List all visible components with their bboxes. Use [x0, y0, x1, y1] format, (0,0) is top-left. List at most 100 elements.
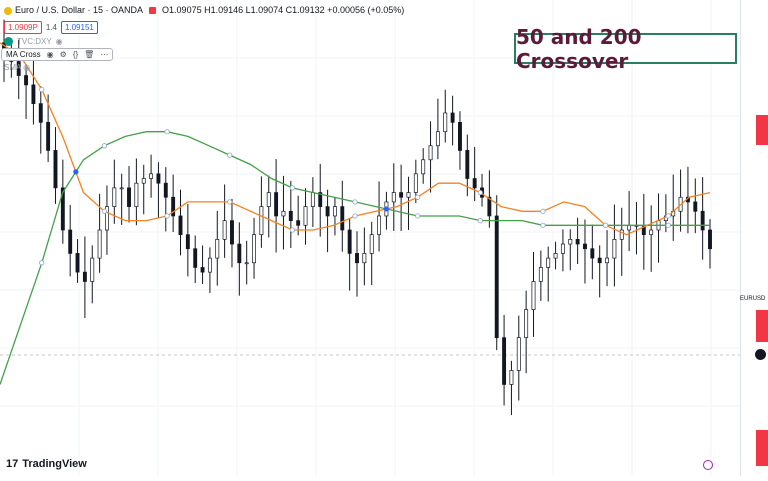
buy-button[interactable]: 1.09151 — [60, 21, 98, 34]
candle-body — [281, 210, 286, 217]
candle-body — [391, 192, 396, 203]
line-marker — [227, 152, 233, 158]
tradingview-mark-icon: 17 — [6, 458, 19, 470]
candle-body — [171, 196, 176, 217]
candle-body — [605, 257, 609, 264]
ma-cross-legend[interactable]: MA Cross ◉ ⚙ {} 🗑 ⋯ — [1, 48, 114, 61]
chart-grid — [0, 0, 740, 476]
market-status-icon — [149, 6, 157, 14]
candle-body — [472, 178, 477, 189]
line-marker — [352, 213, 358, 219]
candle-body — [347, 229, 352, 254]
chart-title: 50 and 200 Crossover — [516, 24, 642, 73]
candle-body — [693, 201, 698, 212]
candle-body — [458, 121, 462, 151]
candle-body — [97, 229, 102, 259]
candle-body — [546, 257, 551, 268]
sma-200-line — [0, 131, 710, 385]
candle-body — [207, 257, 212, 273]
line-marker — [665, 222, 671, 228]
eye-icon[interactable]: ◉ — [55, 37, 63, 46]
symbol-tag: EURUSD — [740, 296, 766, 302]
candle-body — [355, 253, 359, 264]
ma-cross-label: MA Cross — [6, 50, 41, 59]
candle-body — [377, 215, 382, 236]
candle-body — [185, 234, 190, 250]
line-marker — [39, 260, 45, 266]
candle-body — [53, 150, 58, 189]
candle-body — [700, 210, 705, 231]
line-marker — [289, 185, 295, 191]
ohlc-values: O1.09075 H1.09146 L1.09074 C1.09132 +0.0… — [162, 5, 405, 15]
line-marker — [227, 199, 233, 205]
line-marker — [415, 213, 421, 219]
candle-body — [16, 61, 21, 76]
eye-icon[interactable]: ◉ — [46, 50, 54, 59]
candle-body — [413, 173, 418, 193]
candle-body — [612, 239, 617, 259]
line-marker — [477, 189, 483, 196]
price-chart[interactable] — [0, 0, 740, 476]
candle-body — [340, 206, 345, 231]
source-code-icon[interactable]: {} — [72, 50, 79, 59]
candle-body — [105, 206, 109, 231]
crossover-point — [383, 206, 389, 212]
chart-area[interactable] — [0, 0, 740, 476]
candle-body — [60, 187, 65, 231]
candle-body — [296, 220, 301, 226]
candles-group — [2, 19, 712, 416]
candle-body — [332, 206, 337, 217]
candle-body — [252, 234, 256, 264]
candle-body — [575, 239, 580, 245]
price-scale[interactable] — [740, 0, 768, 476]
candle-body — [193, 248, 198, 268]
candle-body — [112, 187, 117, 207]
candle-body — [568, 239, 573, 245]
candle-body — [163, 182, 168, 198]
candle-body — [450, 112, 455, 123]
candle-body — [119, 187, 124, 190]
candle-body — [90, 257, 95, 282]
candle-body — [68, 229, 73, 254]
line-marker — [540, 208, 546, 214]
candle-body — [303, 206, 308, 226]
line-marker — [39, 86, 45, 93]
indicator-toggle-icon[interactable] — [703, 460, 713, 470]
candle-body — [627, 224, 632, 231]
candle-body — [274, 192, 279, 217]
candle-body — [127, 187, 131, 207]
sma-legend[interactable]: SMA ◉ — [4, 63, 30, 72]
candle-body — [156, 173, 161, 184]
candle-body — [708, 229, 712, 250]
symbol-title[interactable]: Euro / U.S. Dollar · 15 · OANDA — [15, 5, 144, 15]
candle-body — [46, 121, 51, 151]
candle-body — [553, 253, 558, 259]
compare-indicator-row[interactable]: TVC:DXY ◉ — [4, 37, 63, 46]
tradingview-logo[interactable]: 17 TradingView — [6, 458, 87, 470]
candle-body — [516, 337, 521, 371]
crossover-markers — [73, 169, 389, 212]
brand-name: TradingView — [22, 458, 87, 470]
candle-body — [362, 253, 367, 264]
crossover-point — [73, 169, 79, 175]
candle-body — [222, 220, 227, 240]
sell-button[interactable]: 1.0909P — [4, 21, 42, 34]
candle-body — [531, 281, 536, 310]
settings-gear-icon[interactable]: ⚙ — [59, 50, 67, 59]
line-marker — [352, 199, 358, 205]
candle-body — [421, 159, 426, 175]
symbol-header: Euro / U.S. Dollar · 15 · OANDA O1.09075… — [4, 5, 404, 15]
candle-body — [494, 215, 499, 339]
price-marker-low — [756, 430, 768, 466]
candle-body — [230, 220, 234, 245]
eye-icon[interactable]: ◉ — [23, 63, 31, 72]
candle-body — [560, 243, 565, 254]
more-options-icon[interactable]: ⋯ — [100, 50, 109, 59]
candle-body — [619, 229, 624, 240]
delete-icon[interactable]: 🗑 — [84, 50, 95, 59]
candle-body — [134, 182, 139, 207]
line-marker — [665, 213, 671, 219]
scale-crosshair-button[interactable] — [755, 349, 766, 360]
candle-body — [149, 173, 154, 179]
candle-body — [583, 243, 587, 250]
